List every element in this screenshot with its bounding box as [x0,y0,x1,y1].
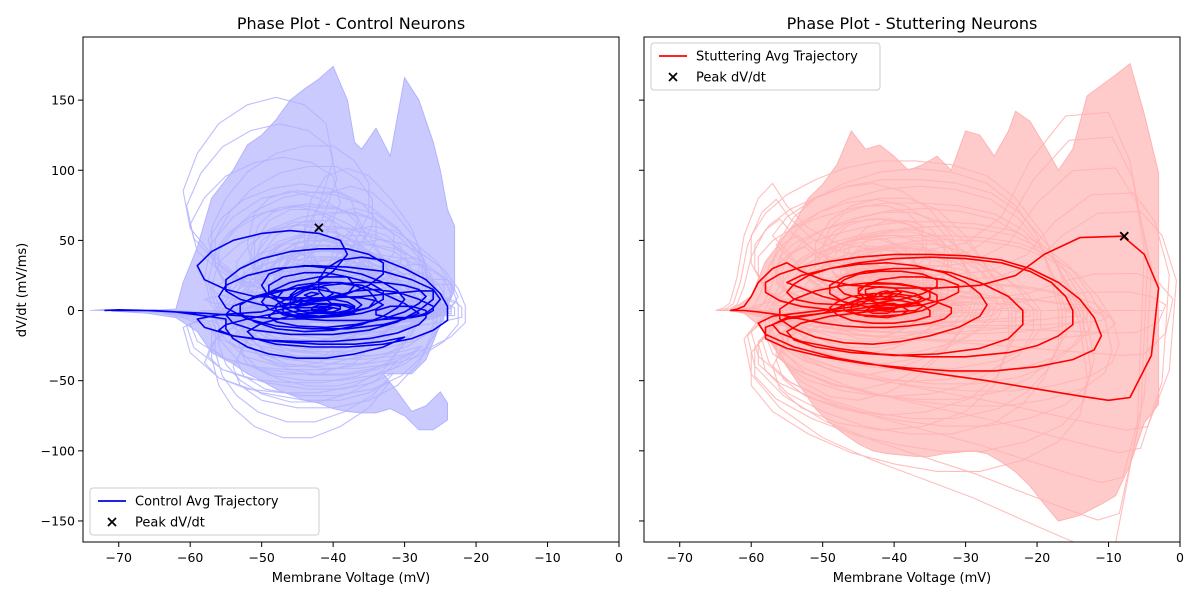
stuttering-chart-title: Phase Plot - Stuttering Neurons [787,14,1038,33]
control-y-tick-label: −100 [41,443,75,458]
control-x-tick-label: −10 [534,550,560,565]
stuttering-x-tick-label: −40 [881,550,907,565]
stuttering-variability-band [728,62,1160,522]
stuttering-legend-label-avg: Stuttering Avg Trajectory [696,50,858,65]
control-x-tick-label: −40 [320,550,346,565]
control-chart-title: Phase Plot - Control Neurons [237,14,465,33]
stuttering-x-tick-label: −70 [667,550,693,565]
stuttering-x-tick-label: −10 [1095,550,1121,565]
control-panel: Phase Plot - Control Neurons Membrane Vo… [15,14,623,586]
stuttering-x-tick-label: −20 [1024,550,1050,565]
control-x-axis-label: Membrane Voltage (mV) [272,571,430,586]
stuttering-legend: Stuttering Avg Trajectory Peak dV/dt [650,42,881,91]
control-avg-trajectory-line [104,229,449,359]
stuttering-plot-area [715,62,1177,542]
stuttering-peak-marker [1119,231,1129,241]
stuttering-legend-box [650,42,881,91]
control-y-tick-label: 0 [67,303,75,318]
control-y-tick-label: 100 [51,163,75,178]
stuttering-x-tick-label: −30 [952,550,978,565]
control-x-tick-label: 0 [615,550,623,565]
stuttering-legend-label-peak: Peak dV/dt [696,71,766,86]
control-x-tick-label: −60 [177,550,203,565]
control-legend-label-peak: Peak dV/dt [135,516,205,531]
stuttering-x-tick-label: −60 [738,550,764,565]
control-legend-box [89,487,320,536]
control-x-tick-label: −30 [391,550,417,565]
control-legend-label-avg: Control Avg Trajectory [135,495,279,510]
stuttering-legend-marker-swatch [668,72,678,82]
stuttering-axes-frame [643,36,1181,543]
control-legend-marker-swatch [107,517,117,527]
control-y-axis-label: dV/dt (mV/ms) [15,243,30,338]
stuttering-x-tick-label: −50 [809,550,835,565]
control-x-tick-label: −50 [248,550,274,565]
stuttering-x-axis-label: Membrane Voltage (mV) [833,571,991,586]
control-x-tick-label: −20 [463,550,489,565]
control-plot-area [90,65,466,439]
control-y-tick-label: 50 [59,233,75,248]
control-y-tick-label: −150 [41,513,75,528]
control-y-tick-label: −50 [49,373,75,388]
stuttering-panel: Phase Plot - Stuttering Neurons Membrane… [639,14,1184,586]
control-legend: Control Avg Trajectory Peak dV/dt [89,487,320,536]
stuttering-avg-trajectory-line [729,235,1160,402]
stuttering-x-tick-label: 0 [1176,550,1184,565]
control-axes-frame [82,36,620,543]
control-x-tick-label: −70 [106,550,132,565]
control-peak-marker [314,223,324,233]
control-y-tick-label: 150 [51,93,75,108]
